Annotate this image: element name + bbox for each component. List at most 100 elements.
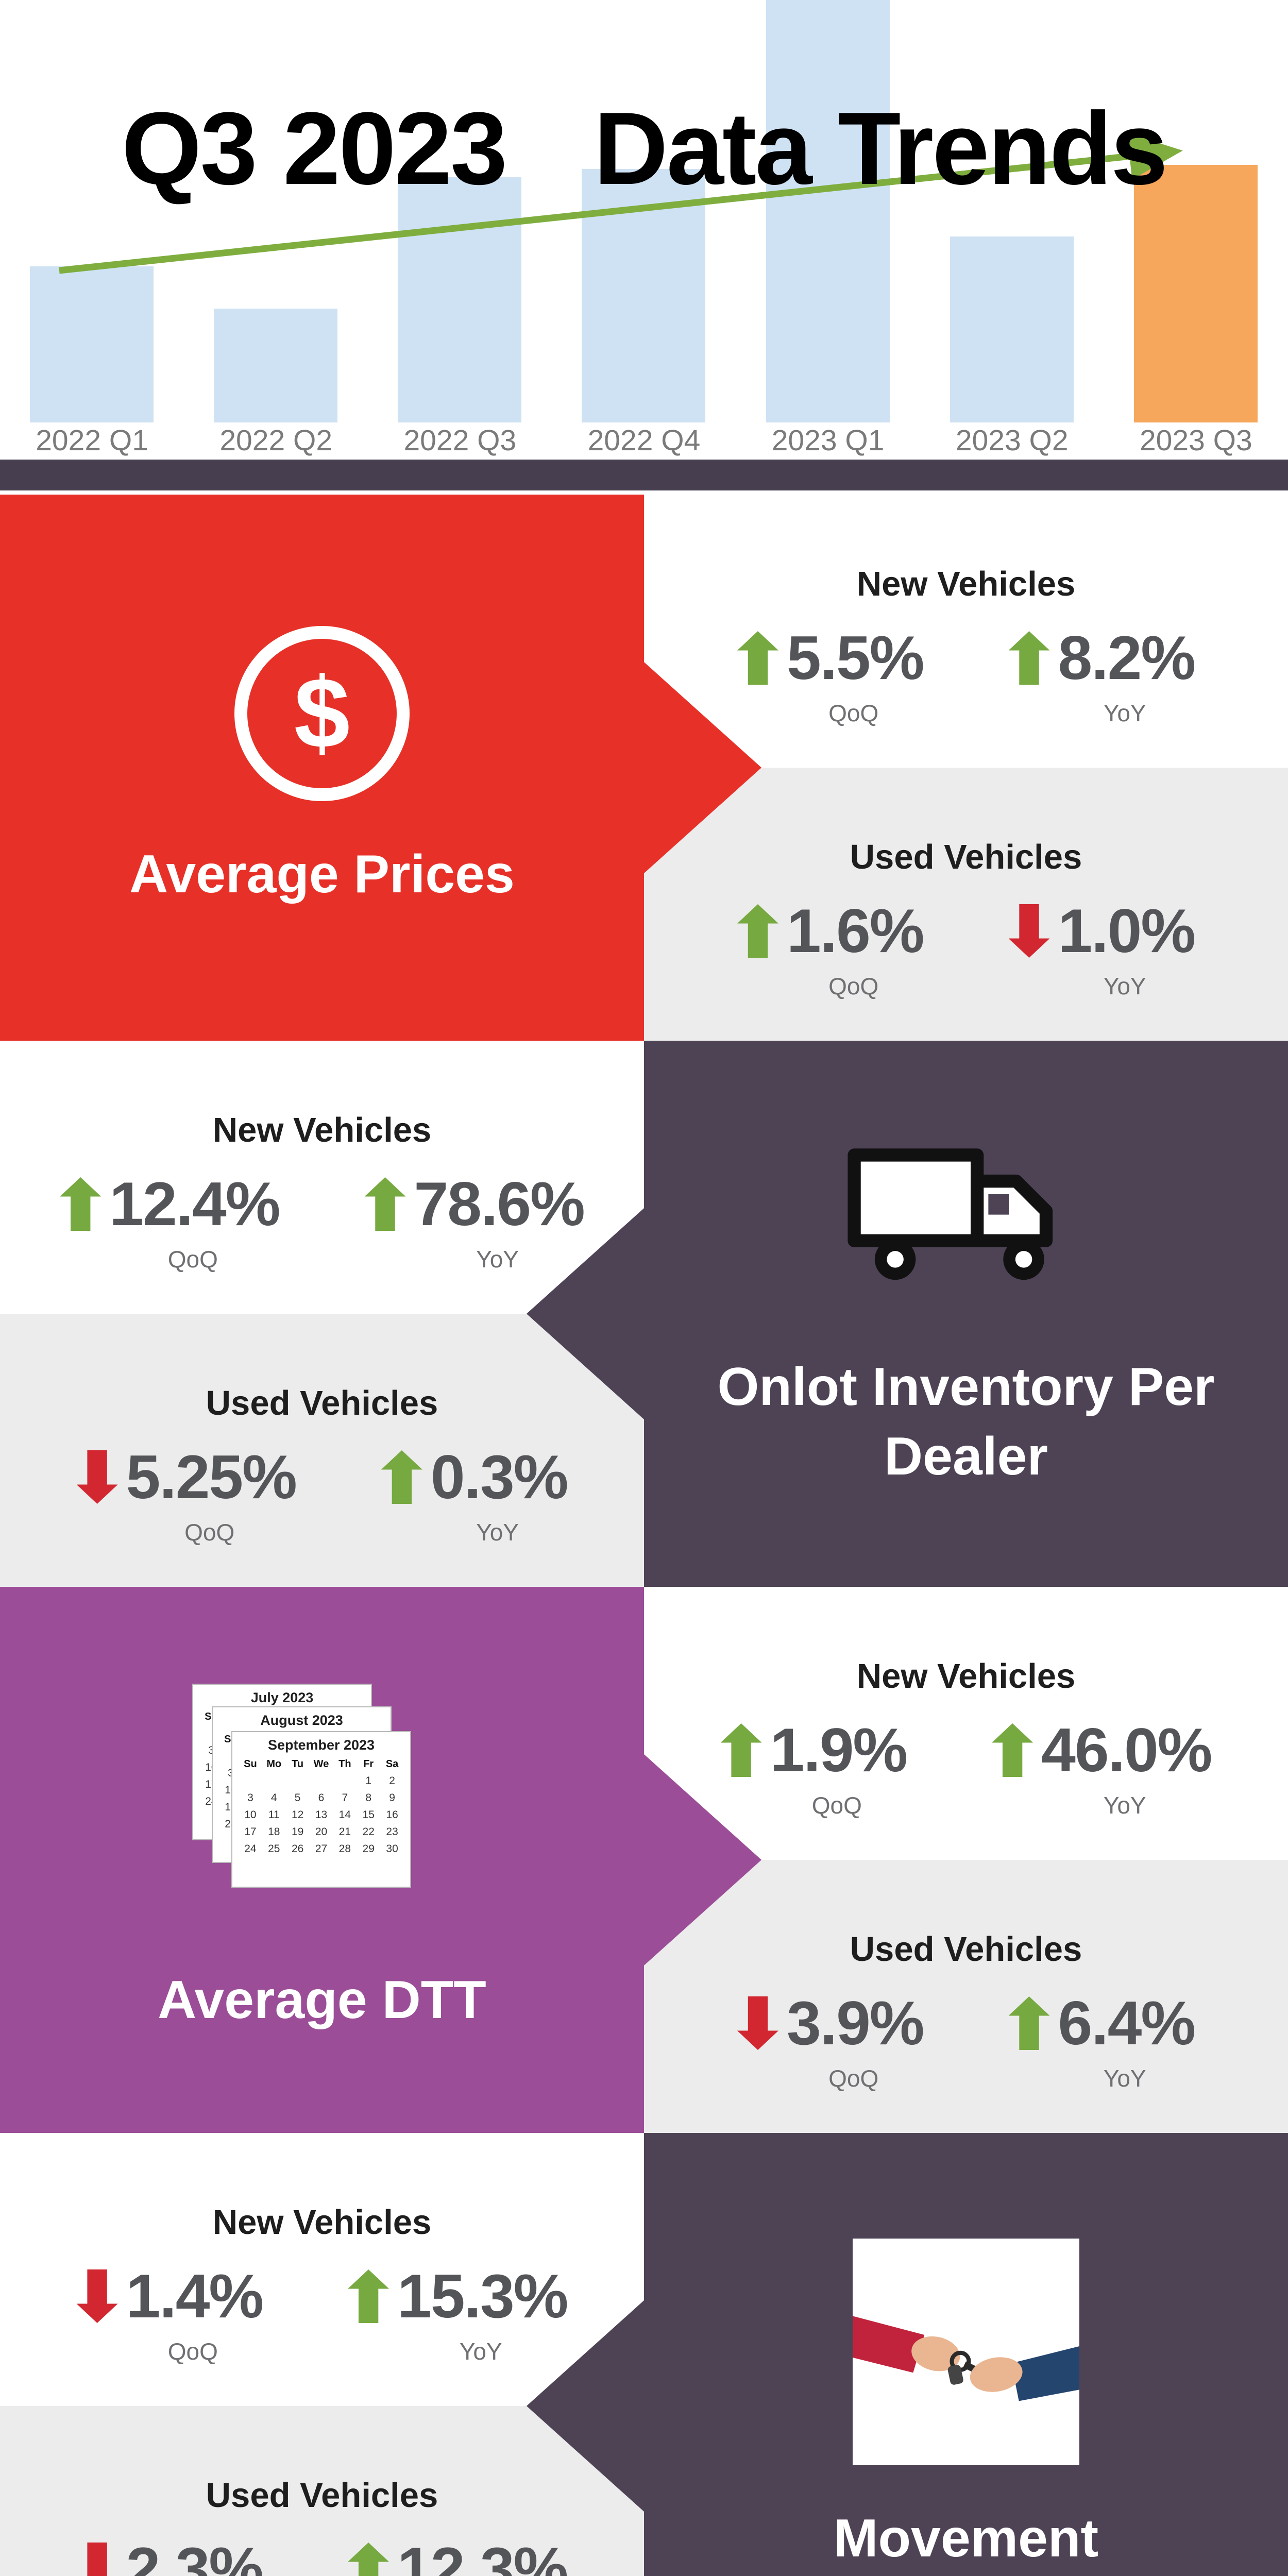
stat-yoy: 15.3% YoY xyxy=(348,2265,568,2365)
stat-row-heading: New Vehicles xyxy=(212,1111,432,1149)
axis-label: 2022 Q4 xyxy=(587,424,701,457)
chart-bar xyxy=(30,266,154,422)
axis-label: 2022 Q2 xyxy=(219,424,333,457)
chart-bar xyxy=(766,0,890,422)
axis-label: 2023 Q3 xyxy=(1139,424,1252,457)
section-onlot-inventory: New Vehicles 12.4% QoQ 78.6% xyxy=(0,1041,1288,1587)
stat-qoq: 3.9% QoQ xyxy=(737,1992,924,2092)
trend-up-icon xyxy=(992,1723,1033,1777)
stat-row-used-vehicles: Used Vehicles 1.6% QoQ 1.0% xyxy=(644,768,1288,1041)
truck-icon xyxy=(848,1148,1053,1280)
quarter-labels: 2022 Q1 2022 Q2 2022 Q3 2022 Q4 2023 Q1 2023 … xyxy=(0,423,1288,457)
stat-row-used-vehicles: Used Vehicles 3.9% QoQ 6.4% xyxy=(644,1860,1288,2133)
stat-yoy: 1.0% YoY xyxy=(1008,900,1196,1000)
stat-value: 3.9% xyxy=(786,1989,925,2058)
stat-qoq: 5.25% QoQ xyxy=(76,1443,297,1546)
trend-up-icon xyxy=(348,2543,389,2576)
stat-period-label: YoY xyxy=(1103,2065,1146,2092)
trend-down-icon xyxy=(76,2269,118,2323)
stat-row-heading: New Vehicles xyxy=(212,2203,432,2242)
stat-yoy: 8.2% YoY xyxy=(1008,623,1196,727)
header-chart: Q3 2023 Data Trends 2022 Q1 2022 Q2 2022 Q… xyxy=(0,0,1288,495)
stat-value: 1.6% xyxy=(786,896,925,965)
section-movement: New Vehicles 1.4% QoQ 15.3% xyxy=(0,2133,1288,2576)
stat-period-label: YoY xyxy=(1103,1792,1146,1819)
stat-yoy: 12.3% YoY xyxy=(348,2535,568,2576)
movement-block: Movement xyxy=(527,2133,1288,2576)
stat-period-label: YoY xyxy=(476,1246,519,1273)
stat-row-heading: New Vehicles xyxy=(856,565,1076,603)
stat-value: 5.5% xyxy=(786,623,925,692)
bar-chart xyxy=(0,0,1288,422)
stat-qoq: 1.6% QoQ xyxy=(737,900,924,1000)
stat-value: 0.3% xyxy=(430,1443,569,1512)
average-prices-stats: New Vehicles 5.5% QoQ 8.2% xyxy=(644,495,1288,1041)
block-title: Onlot Inventory Per Dealer xyxy=(717,1357,1215,1486)
trend-up-icon xyxy=(1008,1996,1050,2050)
stat-period-label: YoY xyxy=(1103,700,1146,726)
chart-bar xyxy=(214,309,338,422)
section-average-prices: $ Average Prices New Vehicles 5.5% QoQ xyxy=(0,495,1288,1041)
stat-qoq: 2.3% QoQ xyxy=(76,2538,264,2576)
dollar-icon: $ xyxy=(234,625,410,801)
stat-qoq: 5.5% QoQ xyxy=(737,627,924,727)
section-average-dtt: July 2023 SuMoTuWeThFrSa1234567891011121… xyxy=(0,1587,1288,2133)
stat-qoq: 1.4% QoQ xyxy=(76,2262,264,2365)
stat-period-label: YoY xyxy=(1103,973,1146,999)
block-title: Movement xyxy=(833,2508,1099,2568)
page-title-left: Q3 2023 xyxy=(121,91,507,206)
stat-value: 6.4% xyxy=(1058,1989,1196,2058)
block-title: Average Prices xyxy=(129,844,515,904)
stat-row-heading: New Vehicles xyxy=(856,1657,1076,1696)
axis-label: 2022 Q1 xyxy=(36,424,148,457)
stat-value: 12.4% xyxy=(109,1170,280,1239)
block-title: Average DTT xyxy=(158,1970,486,2030)
stat-period-label: QoQ xyxy=(184,1519,235,1546)
page-title: Q3 2023 Data Trends xyxy=(0,97,1288,200)
stat-period-label: QoQ xyxy=(167,1246,218,1273)
stat-value: 1.9% xyxy=(770,1716,908,1785)
stat-qoq: 12.4% QoQ xyxy=(60,1170,281,1273)
page-title-right: Data Trends xyxy=(594,91,1168,206)
trend-down-icon xyxy=(76,2543,118,2576)
axis-label: 2023 Q1 xyxy=(771,424,885,457)
axis-label: 2022 Q3 xyxy=(403,424,517,457)
trend-up-icon xyxy=(348,2269,389,2323)
stat-row-heading: Used Vehicles xyxy=(206,2476,438,2515)
trend-up-icon xyxy=(1008,631,1050,685)
chart-bar xyxy=(950,236,1074,422)
calendar-month-title: July 2023 xyxy=(250,1689,314,1705)
stat-period-label: QoQ xyxy=(167,2338,218,2365)
stat-row-new-vehicles: New Vehicles 5.5% QoQ 8.2% xyxy=(644,495,1288,768)
calendar-month-title: September 2023 xyxy=(267,1737,375,1753)
stat-row-heading: Used Vehicles xyxy=(206,1384,438,1422)
stat-value: 46.0% xyxy=(1041,1716,1212,1785)
stat-row-heading: Used Vehicles xyxy=(850,1930,1082,1969)
calendar-month-title: August 2023 xyxy=(260,1712,343,1728)
stat-period-label: QoQ xyxy=(828,2065,879,2092)
stat-period-label: YoY xyxy=(459,2338,502,2365)
calendar-image: July 2023 SuMoTuWeThFrSa1234567891011121… xyxy=(193,1684,451,1927)
average-dtt-block: July 2023 SuMoTuWeThFrSa1234567891011121… xyxy=(0,1587,761,2133)
header-divider xyxy=(0,460,1288,490)
trend-up-icon xyxy=(364,1177,406,1231)
stat-value: 5.25% xyxy=(126,1443,297,1512)
trend-down-icon xyxy=(76,1450,118,1504)
stat-value: 1.4% xyxy=(126,2262,264,2331)
trend-down-icon xyxy=(737,1996,778,2050)
stat-period-label: YoY xyxy=(476,1519,519,1546)
trend-up-icon xyxy=(381,1450,422,1504)
trend-up-icon xyxy=(737,904,778,958)
onlot-inventory-block: Onlot Inventory Per Dealer xyxy=(527,1041,1288,1587)
stat-period-label: QoQ xyxy=(811,1792,862,1819)
trend-up-icon xyxy=(60,1177,101,1231)
axis-label: 2023 Q2 xyxy=(955,424,1069,457)
trend-down-icon xyxy=(1008,904,1050,958)
stat-value: 12.3% xyxy=(397,2535,568,2576)
average-prices-block: $ Average Prices xyxy=(0,495,761,1041)
chart-bar xyxy=(398,177,522,422)
stat-period-label: QoQ xyxy=(828,973,879,999)
stat-yoy: 0.3% YoY xyxy=(381,1446,568,1546)
stat-value: 8.2% xyxy=(1058,623,1196,692)
